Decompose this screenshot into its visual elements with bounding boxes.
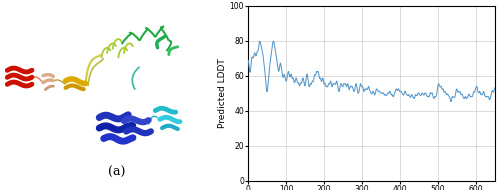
Y-axis label: Predicted LDDT: Predicted LDDT (218, 58, 227, 128)
Text: (a): (a) (108, 166, 126, 179)
